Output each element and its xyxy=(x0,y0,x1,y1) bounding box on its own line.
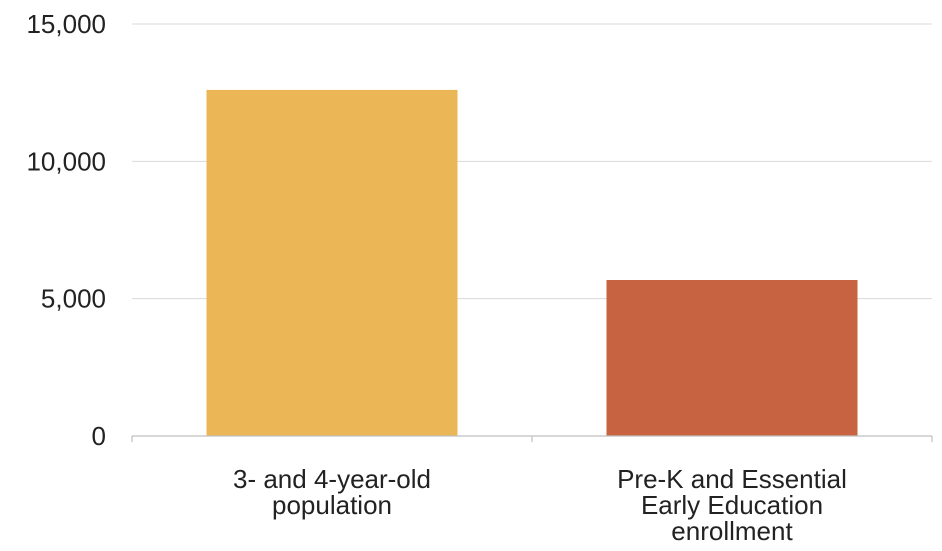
x-category-label: 3- and 4-year-old population xyxy=(233,464,431,520)
x-category-label-line: 3- and 4-year-old xyxy=(233,464,431,494)
y-axis-tick-labels: 0 5,000 10,000 15,000 xyxy=(26,9,106,451)
bar xyxy=(206,89,458,437)
x-axis-category-labels: 3- and 4-year-old population Pre-K and Ess… xyxy=(233,464,847,546)
x-category-label-line: enrollment xyxy=(671,516,793,546)
x-category-label-line: Pre-K and Essential xyxy=(617,464,847,494)
y-tick-label: 10,000 xyxy=(26,146,106,176)
bar xyxy=(606,279,858,436)
y-tick-label: 5,000 xyxy=(41,284,106,314)
y-tick-label: 0 xyxy=(92,421,106,451)
x-axis xyxy=(131,435,933,442)
bars xyxy=(206,89,858,437)
x-category-label-line: Early Education xyxy=(641,490,823,520)
x-category-label-line: population xyxy=(272,490,392,520)
y-tick-label: 15,000 xyxy=(26,9,106,39)
x-category-label: Pre-K and Essential Early Education enroll… xyxy=(617,464,847,546)
